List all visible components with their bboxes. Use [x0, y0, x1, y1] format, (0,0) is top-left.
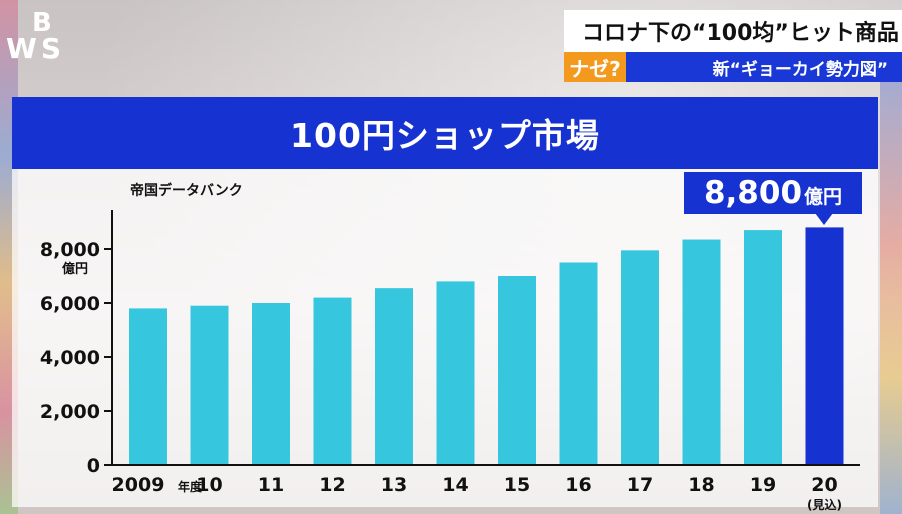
bar-20 — [805, 227, 844, 465]
x-tick-label: 19 — [750, 474, 776, 496]
channel-logo: B WS — [6, 8, 72, 68]
x-tick-label: 14 — [442, 474, 468, 496]
program-title: コロナ下の“100均”ヒット商品 — [564, 10, 902, 52]
logo-line-1: B — [32, 8, 53, 38]
y-unit-label: 億円 — [62, 261, 88, 277]
background-shelf-right — [880, 60, 902, 514]
y-tick-label: 4,000 — [40, 347, 100, 369]
bar-17 — [621, 250, 659, 465]
x-tick-label: 20 — [811, 474, 837, 496]
program-subtitle: 新“ギョーカイ勢力図” — [626, 52, 902, 82]
y-tick-label: 2,000 — [40, 401, 100, 423]
x-tick-suffix-estimate: (見込) — [807, 497, 842, 512]
x-tick-label: 17 — [627, 474, 653, 496]
x-tick-label: 18 — [688, 474, 714, 496]
bar-18 — [682, 239, 721, 465]
chart-title: 100円ショップ市場 — [12, 97, 878, 169]
y-tick-label: 6,000 — [40, 293, 100, 315]
x-tick-label: 10 — [196, 474, 222, 496]
x-tick-label: 12 — [319, 474, 345, 496]
highlight-callout: 8,800 億円 — [684, 172, 862, 214]
y-tick-label: 8,000 — [40, 239, 100, 261]
bar-11 — [252, 303, 290, 465]
bar-2009 — [129, 308, 167, 465]
bar-13 — [375, 288, 413, 465]
bar-16 — [559, 262, 598, 465]
bar-19 — [744, 230, 782, 465]
callout-unit: 億円 — [804, 186, 843, 208]
bar-14 — [436, 281, 475, 465]
y-tick-label: 0 — [87, 455, 100, 477]
x-tick-label: 13 — [381, 474, 407, 496]
x-tick-suffix-year: 年度 — [178, 479, 203, 494]
bar-12 — [313, 297, 352, 465]
data-source: 帝国データバンク — [130, 183, 243, 199]
x-tick-label: 15 — [504, 474, 530, 496]
subtitle-badge: ナゼ? — [564, 52, 626, 82]
callout-pointer — [815, 213, 833, 225]
program-subtitle-row: ナゼ? 新“ギョーカイ勢力図” — [564, 52, 902, 82]
x-tick-label: 16 — [565, 474, 591, 496]
callout-value: 8,800 — [703, 175, 803, 211]
x-tick-label: 2009 — [112, 474, 165, 496]
bar-15 — [498, 276, 536, 465]
x-tick-label: 11 — [258, 474, 284, 496]
bar-10 — [190, 305, 229, 465]
logo-line-2: WS — [6, 32, 66, 65]
